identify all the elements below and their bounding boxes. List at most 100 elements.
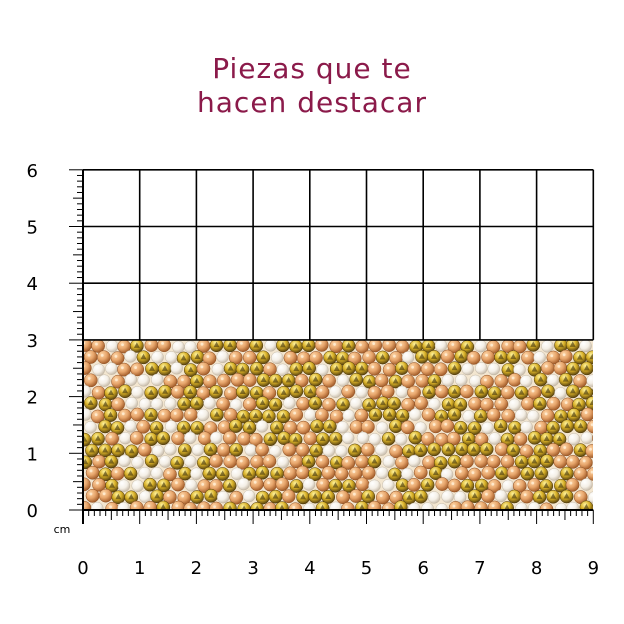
peach-crystal <box>341 384 356 399</box>
peach-crystal <box>459 384 474 399</box>
crystal-highlight <box>379 494 383 498</box>
peach-crystal <box>559 442 574 457</box>
crystal-highlight <box>491 482 495 486</box>
crystal-facet <box>326 422 333 429</box>
pearl-bead <box>342 409 356 422</box>
crystal-facet <box>240 413 247 419</box>
peach-crystal <box>85 465 100 480</box>
crystal-facet <box>305 341 312 348</box>
crystal-facet <box>510 446 517 453</box>
crystal-highlight <box>463 388 467 392</box>
pearl-bead <box>139 490 152 503</box>
crystal-highlight <box>478 505 481 508</box>
crystal-facet <box>577 446 584 453</box>
crystal-highlight <box>232 354 236 358</box>
peach-crystal <box>527 478 542 492</box>
peach-crystal <box>580 407 593 422</box>
crystal-highlight <box>300 424 304 428</box>
crystal-highlight <box>213 482 216 486</box>
peach-crystal <box>553 361 568 375</box>
crystal-highlight <box>543 506 547 509</box>
peach-crystal <box>309 351 323 365</box>
unit-label: cm <box>54 523 71 536</box>
crystal-facet <box>504 504 511 510</box>
crystal-highlight <box>89 492 93 496</box>
crystal-highlight <box>444 422 448 426</box>
crystal-facet <box>345 364 352 371</box>
crystal-highlight <box>590 423 593 427</box>
crystal-highlight <box>451 343 455 346</box>
pearl-bead <box>481 421 494 435</box>
crystal-facet <box>227 504 233 510</box>
crystal-highlight <box>352 470 356 474</box>
crystal-facet <box>366 401 373 407</box>
pearl-bead <box>566 501 579 510</box>
crystal-highlight <box>577 377 580 381</box>
crystal-facet <box>108 458 115 464</box>
crystal-facet <box>307 387 314 394</box>
peach-crystal <box>334 466 349 481</box>
crystal-highlight <box>100 353 104 357</box>
peach-crystal <box>242 373 257 387</box>
crystal-facet <box>457 401 464 407</box>
crystal-facet <box>543 482 550 489</box>
peach-crystal <box>540 408 555 423</box>
crystal-highlight <box>505 342 509 346</box>
crystal-highlight <box>94 413 98 417</box>
pearl-bead <box>119 431 132 445</box>
crystal-highlight <box>523 448 527 451</box>
crystal-highlight <box>266 458 270 461</box>
crystal-facet <box>180 354 187 361</box>
crystal-facet <box>162 388 169 394</box>
crystal-facet <box>181 400 188 406</box>
headline-line-2: hacen destacar <box>197 86 427 119</box>
pearl-bead <box>409 408 422 421</box>
crystal-facet <box>399 412 406 418</box>
crystal-highlight <box>318 411 322 415</box>
crystal-highlight <box>562 353 566 357</box>
crystal-highlight <box>234 376 238 380</box>
crystal-facet <box>285 376 292 383</box>
pearl-bead <box>421 502 434 510</box>
crystal-highlight <box>285 493 289 496</box>
peach-crystal <box>171 477 185 492</box>
crystal-highlight <box>366 354 369 357</box>
crystal-highlight <box>246 376 250 380</box>
crystal-highlight <box>484 378 487 382</box>
pearl-bead <box>105 362 118 375</box>
crystal-facet <box>333 459 340 465</box>
crystal-highlight <box>318 341 322 345</box>
pearl-bead <box>184 431 197 445</box>
crystal-highlight <box>109 435 112 439</box>
crystal-highlight <box>557 364 561 368</box>
crystal-facet <box>570 411 577 417</box>
crystal-facet <box>161 365 168 371</box>
pearl-bead <box>185 479 198 492</box>
pearl-bead <box>329 385 342 398</box>
gold-crystal <box>594 339 607 352</box>
peach-crystal <box>460 500 475 510</box>
crystal-highlight <box>345 388 349 392</box>
peach-crystal <box>541 361 555 375</box>
peach-crystal <box>316 477 331 492</box>
crystal-highlight <box>267 481 270 485</box>
crystal-highlight <box>359 343 362 347</box>
crystal-highlight <box>564 401 568 405</box>
crystal-highlight <box>206 355 210 358</box>
crystal-highlight <box>307 435 311 438</box>
peach-crystal <box>321 466 336 480</box>
crystal-highlight <box>266 389 270 393</box>
crystal-facet <box>227 365 234 371</box>
crystal-highlight <box>485 492 488 496</box>
crystal-highlight <box>221 424 225 427</box>
crystal-facet <box>351 446 358 453</box>
crystal-facet <box>470 446 477 452</box>
crystal-facet <box>293 365 300 372</box>
peach-crystal <box>136 419 151 434</box>
crystal-facet <box>233 446 240 452</box>
pearl-bead <box>368 433 381 446</box>
crystal-highlight <box>134 411 138 415</box>
crystal-facet <box>451 388 458 394</box>
crystal-highlight <box>464 504 468 507</box>
crystal-facet <box>432 469 439 476</box>
